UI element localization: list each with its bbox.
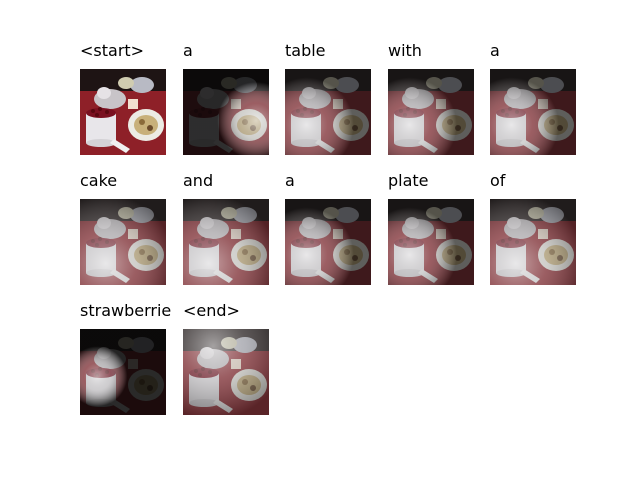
scene-image	[183, 199, 269, 285]
attention-map	[183, 69, 269, 155]
scene-image	[183, 329, 269, 415]
attention-map	[80, 199, 166, 285]
scene-image	[80, 329, 166, 415]
attention-map	[183, 329, 269, 415]
attention-cell: strawberrie	[80, 300, 171, 415]
attention-overlay	[490, 199, 576, 285]
token-word: of	[490, 171, 506, 190]
scene-image	[285, 199, 371, 285]
attention-cell: a	[183, 40, 269, 155]
scene-image	[388, 69, 474, 155]
attention-cell: with	[388, 40, 474, 155]
attention-cell: <end>	[183, 300, 269, 415]
attention-cell: of	[490, 170, 576, 285]
attention-cell: a	[285, 170, 371, 285]
token-word: a	[490, 41, 500, 60]
token-word: and	[183, 171, 214, 190]
attention-map	[388, 69, 474, 155]
scene-image	[285, 69, 371, 155]
token-word: table	[285, 41, 326, 60]
attention-cell: <start>	[80, 40, 166, 155]
attention-map	[490, 199, 576, 285]
attention-map	[80, 329, 166, 415]
attention-cell: cake	[80, 170, 166, 285]
token-word: a	[183, 41, 193, 60]
scene-image	[490, 199, 576, 285]
attention-map	[285, 199, 371, 285]
attention-cell: plate	[388, 170, 474, 285]
attention-map	[183, 199, 269, 285]
token-word: with	[388, 41, 422, 60]
attention-overlay	[80, 329, 166, 415]
attention-overlay	[285, 199, 371, 285]
scene-image	[183, 69, 269, 155]
attention-map	[490, 69, 576, 155]
attention-overlay	[388, 69, 474, 155]
scene-image	[388, 199, 474, 285]
scene-image	[490, 69, 576, 155]
token-word: <end>	[183, 301, 240, 320]
source-image	[80, 69, 166, 155]
attention-map	[388, 199, 474, 285]
attention-overlay	[388, 199, 474, 285]
attention-cell: a	[490, 40, 576, 155]
token-word: <start>	[80, 41, 145, 60]
attention-overlay	[490, 69, 576, 155]
table-scene	[80, 69, 166, 155]
scene-image	[80, 69, 166, 155]
attention-overlay	[183, 69, 269, 155]
attention-overlay	[183, 199, 269, 285]
attention-cell: and	[183, 170, 269, 285]
attention-cell: table	[285, 40, 371, 155]
scene-image	[80, 199, 166, 285]
attention-overlay	[80, 199, 166, 285]
attention-overlay	[183, 329, 269, 415]
token-word: plate	[388, 171, 429, 190]
token-word: strawberrie	[80, 301, 172, 320]
attention-overlay	[285, 69, 371, 155]
attention-map	[285, 69, 371, 155]
token-word: cake	[80, 171, 118, 190]
token-word: a	[285, 171, 295, 190]
